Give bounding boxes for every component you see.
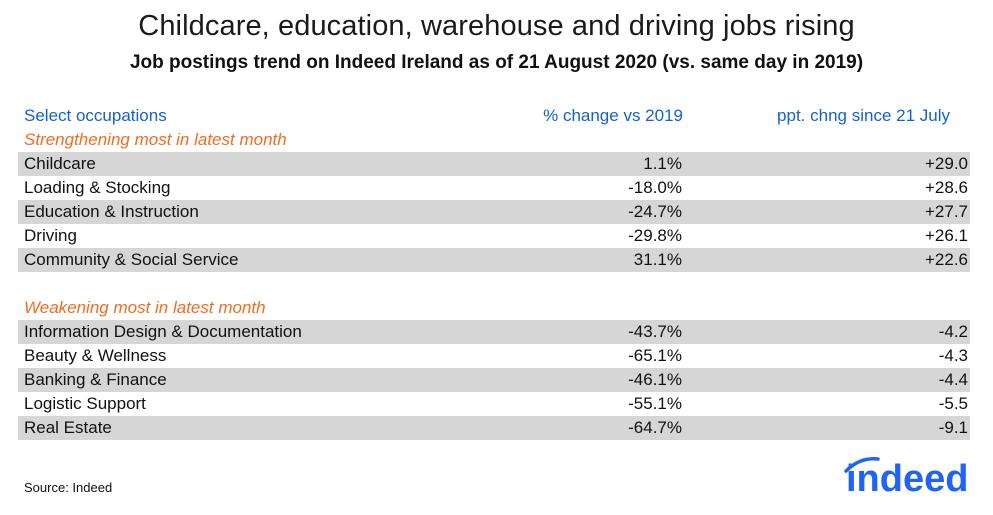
chart-title: Childcare, education, warehouse and driv… xyxy=(138,10,855,42)
source-note: Source: Indeed xyxy=(24,480,113,495)
pct-change-cell: -24.7% xyxy=(628,202,682,221)
ppt-change-cell: +22.6 xyxy=(924,250,968,269)
ppt-change-cell: -4.4 xyxy=(938,370,968,389)
section-label: Strengthening most in latest month xyxy=(24,130,287,149)
header-pct-change: % change vs 2019 xyxy=(543,106,683,125)
chart-subtitle: Job postings trend on Indeed Ireland as … xyxy=(129,52,864,73)
occupation-cell: Loading & Stocking xyxy=(24,178,171,197)
pct-change-cell: 31.1% xyxy=(633,250,682,269)
ppt-change-cell: +28.6 xyxy=(924,178,968,197)
table-row: Banking & Finance -46.1% -4.4 xyxy=(18,368,970,392)
table-row: Logistic Support -55.1% -5.5 xyxy=(18,392,970,416)
pct-change-cell: -43.7% xyxy=(628,322,682,341)
pct-change-cell: -46.1% xyxy=(628,370,682,389)
pct-change-cell: -64.7% xyxy=(628,418,682,437)
section-label: Weakening most in latest month xyxy=(24,298,266,317)
logo-text: indeed xyxy=(846,458,968,497)
table-row: Loading & Stocking -18.0% +28.6 xyxy=(18,176,970,200)
pct-change-cell: -65.1% xyxy=(628,346,682,365)
occupation-cell: Information Design & Documentation xyxy=(24,322,302,341)
header-occupations: Select occupations xyxy=(24,106,167,125)
ppt-change-cell: -4.2 xyxy=(938,322,968,341)
table-row: Real Estate -64.7% -9.1 xyxy=(18,416,970,440)
table-row: Beauty & Wellness -65.1% -4.3 xyxy=(18,344,970,368)
pct-change-cell: -29.8% xyxy=(628,226,682,245)
occupation-cell: Education & Instruction xyxy=(24,202,199,221)
ppt-change-cell: +27.7 xyxy=(924,202,968,221)
table-row: Driving -29.8% +26.1 xyxy=(18,224,970,248)
ppt-change-cell: +26.1 xyxy=(924,226,968,245)
data-table: Select occupations % change vs 2019 ppt.… xyxy=(18,104,970,440)
section-spacer xyxy=(18,272,970,296)
occupation-cell: Banking & Finance xyxy=(24,370,167,389)
occupation-cell: Real Estate xyxy=(24,418,112,437)
ppt-change-cell: -4.3 xyxy=(938,346,968,365)
occupation-cell: Community & Social Service xyxy=(24,250,239,269)
logo-arc xyxy=(844,457,880,473)
table-row: Education & Instruction -24.7% +27.7 xyxy=(18,200,970,224)
ppt-change-cell: -5.5 xyxy=(938,394,968,413)
ppt-change-cell: -9.1 xyxy=(938,418,968,437)
table-row: Information Design & Documentation -43.7%… xyxy=(18,320,970,344)
occupation-cell: Driving xyxy=(24,226,77,245)
table-row: Community & Social Service 31.1% +22.6 xyxy=(18,248,970,272)
occupation-cell: Logistic Support xyxy=(24,394,146,413)
occupation-cell: Childcare xyxy=(24,154,96,173)
pct-change-cell: -55.1% xyxy=(628,394,682,413)
table-header: Select occupations % change vs 2019 ppt.… xyxy=(18,104,970,128)
pct-change-cell: -18.0% xyxy=(628,178,682,197)
indeed-logo: indeed xyxy=(844,457,968,497)
header-ppt-change: ppt. chng since 21 July xyxy=(777,106,950,125)
table-body: Strengthening most in latest month Childc… xyxy=(18,128,970,440)
pct-change-cell: 1.1% xyxy=(643,154,682,173)
occupation-cell: Beauty & Wellness xyxy=(24,346,167,365)
ppt-change-cell: +29.0 xyxy=(924,154,968,173)
table-row: Childcare 1.1% +29.0 xyxy=(18,152,970,176)
